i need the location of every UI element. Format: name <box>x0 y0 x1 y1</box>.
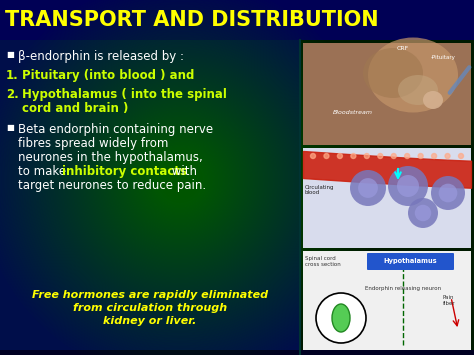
Circle shape <box>378 153 383 158</box>
Circle shape <box>445 153 450 158</box>
Text: 1.: 1. <box>6 69 19 82</box>
FancyBboxPatch shape <box>367 253 454 270</box>
Text: Bloodstream: Bloodstream <box>333 110 373 115</box>
Bar <box>303 251 471 350</box>
Text: Beta endorphin containing nerve: Beta endorphin containing nerve <box>18 123 213 136</box>
Circle shape <box>365 153 369 158</box>
FancyArrowPatch shape <box>450 67 469 93</box>
Ellipse shape <box>368 38 458 113</box>
Text: Free hormones are rapidly eliminated: Free hormones are rapidly eliminated <box>32 290 268 300</box>
Text: fibres spread widely from: fibres spread widely from <box>18 137 168 150</box>
Text: target neurones to reduce pain.: target neurones to reduce pain. <box>18 179 206 192</box>
Circle shape <box>337 153 342 158</box>
Text: kidney or liver.: kidney or liver. <box>103 316 197 326</box>
Text: ■: ■ <box>6 123 14 132</box>
Text: Pain
fiber: Pain fiber <box>443 295 456 306</box>
Bar <box>303 43 471 145</box>
Ellipse shape <box>423 91 443 109</box>
Bar <box>0 0 474 40</box>
Text: neurones in the hypothalamus,: neurones in the hypothalamus, <box>18 151 203 164</box>
Circle shape <box>405 153 410 158</box>
Circle shape <box>351 153 356 158</box>
Circle shape <box>418 153 423 158</box>
Text: to make: to make <box>18 165 70 178</box>
Circle shape <box>391 153 396 158</box>
Text: CRF: CRF <box>397 46 409 51</box>
Circle shape <box>397 175 419 197</box>
Text: ■: ■ <box>6 50 14 59</box>
Circle shape <box>438 184 457 202</box>
Text: Hypothalamus ( into the spinal: Hypothalamus ( into the spinal <box>22 88 227 101</box>
Circle shape <box>431 176 465 210</box>
Text: Spinal cord
cross section: Spinal cord cross section <box>305 256 341 267</box>
Ellipse shape <box>363 48 423 98</box>
Bar <box>0 350 474 355</box>
Text: Pituitary (into blood ) and: Pituitary (into blood ) and <box>22 69 194 82</box>
Circle shape <box>458 153 464 158</box>
Circle shape <box>350 170 386 206</box>
Bar <box>0 40 300 355</box>
Text: -Pituitary: -Pituitary <box>431 55 456 60</box>
Text: Circulating
blood: Circulating blood <box>305 185 335 195</box>
Bar <box>300 40 474 355</box>
Circle shape <box>324 153 329 158</box>
Circle shape <box>408 198 438 228</box>
Text: inhibitory contacts: inhibitory contacts <box>62 165 187 178</box>
Circle shape <box>415 205 431 221</box>
Text: Endorphin releasing neuron: Endorphin releasing neuron <box>365 286 441 291</box>
Circle shape <box>316 293 366 343</box>
Text: TRANSPORT AND DISTRIBUTION: TRANSPORT AND DISTRIBUTION <box>5 10 379 30</box>
Circle shape <box>358 178 378 198</box>
Ellipse shape <box>398 75 438 105</box>
Text: cord and brain ): cord and brain ) <box>22 102 128 115</box>
Text: with: with <box>168 165 197 178</box>
Circle shape <box>432 153 437 158</box>
Circle shape <box>310 153 316 158</box>
Text: from circulation through: from circulation through <box>73 303 227 313</box>
Circle shape <box>388 166 428 206</box>
Bar <box>303 148 471 248</box>
Text: Hypothalamus: Hypothalamus <box>383 258 437 264</box>
Text: 2.: 2. <box>6 88 19 101</box>
Text: β-endorphin is released by :: β-endorphin is released by : <box>18 50 184 63</box>
Ellipse shape <box>332 304 350 332</box>
